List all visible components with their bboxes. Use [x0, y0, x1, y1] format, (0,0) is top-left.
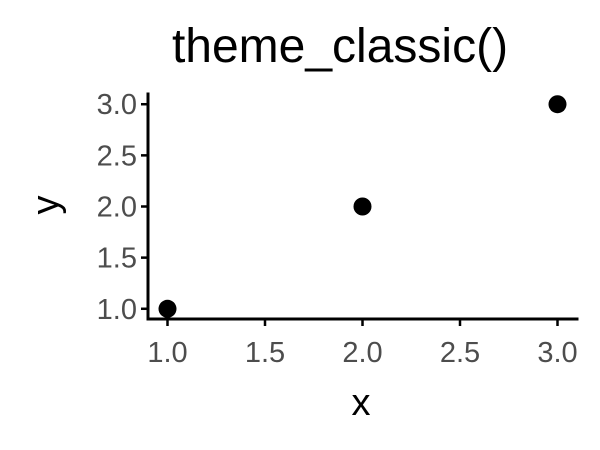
data-point-0 — [158, 299, 177, 318]
x-axis-title: x — [352, 382, 371, 424]
y-tick-label-0: 1.0 — [97, 294, 137, 326]
x-tick-label-1: 1.5 — [245, 337, 285, 369]
x-tick-label-0: 1.0 — [147, 337, 187, 369]
y-axis: 1.0 1.5 2.0 2.5 3.0 — [97, 89, 150, 326]
data-point-1 — [353, 197, 372, 216]
y-tick-label-4: 3.0 — [97, 89, 137, 121]
y-axis-title: y — [25, 196, 67, 215]
y-tick-label-3: 2.5 — [97, 140, 137, 172]
x-tick-label-4: 3.0 — [537, 337, 577, 369]
y-tick-label-2: 2.0 — [97, 192, 137, 224]
x-axis: 1.0 1.5 2.0 2.5 3.0 — [146, 317, 579, 369]
x-tick-label-2: 2.0 — [342, 337, 382, 369]
plot-panel: 1.0 1.5 2.0 2.5 3.0 1.0 1.5 2.0 2.5 3.0 — [97, 89, 579, 369]
data-point-2 — [548, 95, 567, 114]
y-tick-label-1: 1.5 — [97, 243, 137, 275]
x-tick-label-3: 2.5 — [440, 337, 480, 369]
data-points — [158, 95, 567, 318]
chart-title: theme_classic() — [172, 20, 508, 73]
